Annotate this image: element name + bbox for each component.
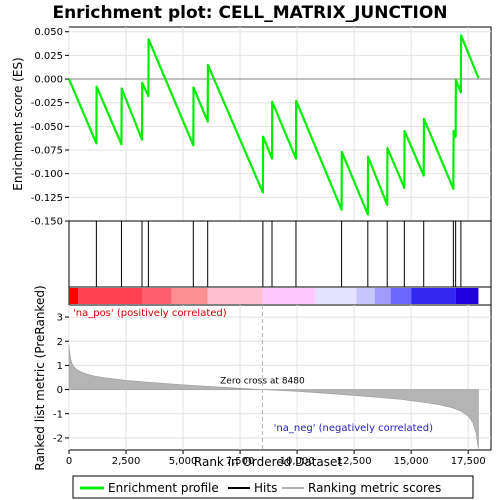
zero-cross-label: Zero cross at 8480 [220, 377, 305, 387]
colorbar-segment [78, 288, 142, 304]
es-y-tick-label: -0.150 [31, 217, 63, 228]
x-axis: 0 2,500 5,000 7,500 10,000 12,500 15,000 17,500 [66, 450, 486, 467]
es-y-tick-label: 0.050 [34, 27, 63, 38]
ranking-color-bar [68, 286, 492, 306]
colorbar-segment [390, 288, 412, 304]
x-tick-label: 2,500 [112, 456, 141, 467]
es-y-tick-label: -0.075 [31, 146, 63, 157]
legend-box [72, 475, 474, 499]
enrichment-profile-line [67, 34, 480, 216]
hits-lines [95, 221, 462, 287]
metric-y-tick-label: 3 [57, 313, 63, 324]
colorbar-segment [207, 288, 263, 304]
colorbar-segment [374, 288, 391, 304]
es-panel: 0.050 0.025 0.000 -0.025 -0.050 -0.075 -0.100 -… [11, 26, 492, 228]
x-tick-label: 5,000 [169, 456, 198, 467]
metric-y-tick-label: 0 [57, 385, 63, 396]
es-y-tick-label: -0.050 [31, 122, 63, 133]
x-tick-label: 17,500 [451, 456, 486, 467]
x-tick-label: 15,000 [394, 456, 429, 467]
x-tick-label: 0 [66, 456, 72, 467]
x-axis-label: Rank in Ordered Dataset [194, 455, 342, 469]
legend-label-hits: Hits [254, 481, 277, 495]
metric-y-tick-label: -1 [53, 409, 63, 420]
legend-label-metric: Ranking metric scores [308, 481, 441, 495]
metric-y-axis-label: Ranked list metric (PreRanked) [33, 285, 47, 470]
colorbar-segment [455, 288, 479, 304]
ranking-metric-area [68, 344, 479, 449]
x-tick-label: 7,500 [226, 456, 255, 467]
es-y-tick-label: -0.025 [31, 98, 63, 109]
metric-y-ticks: 3 2 1 0 -1 -2 [53, 313, 69, 444]
colorbar-segment [356, 288, 375, 304]
colorbar-segments [69, 288, 479, 304]
es-line-group [67, 34, 480, 216]
pos-correlated-label: 'na_pos' (positively correlated) [73, 308, 227, 319]
metric-y-tick-label: 1 [57, 361, 63, 372]
colorbar-segment [411, 288, 456, 304]
colorbar-segment [262, 288, 316, 304]
hits-panel [68, 220, 492, 288]
metric-plot-area [68, 304, 492, 451]
legend: Enrichment profile Hits Ranking metric s… [72, 475, 474, 499]
x-tick-label: 12,500 [337, 456, 372, 467]
es-plot-area [68, 26, 492, 222]
es-y-tick-label: -0.125 [31, 193, 63, 204]
x-tick-label: 10,000 [280, 456, 315, 467]
legend-label-enrichment: Enrichment profile [108, 481, 219, 495]
metric-panel: 3 2 1 0 -1 -2 Zero cross at 8480 'na_pos' (po… [33, 285, 492, 471]
colorbar-segment [141, 288, 172, 304]
es-y-tick-label: 0.000 [34, 75, 63, 86]
es-y-ticks: 0.050 0.025 0.000 -0.025 -0.050 -0.075 -0.100 -… [31, 27, 69, 228]
es-y-tick-label: 0.025 [34, 51, 63, 62]
es-y-tick-label: -0.100 [31, 169, 63, 180]
metric-y-tick-label: -2 [53, 433, 63, 444]
metric-y-tick-label: 2 [57, 337, 63, 348]
metric-area-group [68, 344, 479, 449]
colorbar-segment [69, 288, 79, 304]
chart-title: Enrichment plot: CELL_MATRIX_JUNCTION [52, 3, 447, 23]
hits-plot-area [68, 220, 492, 288]
colorbar-segment [315, 288, 357, 304]
neg-correlated-label: 'na_neg' (negatively correlated) [274, 423, 433, 434]
colorbar-segment [171, 288, 208, 304]
es-y-axis-label: Enrichment score (ES) [11, 57, 25, 190]
